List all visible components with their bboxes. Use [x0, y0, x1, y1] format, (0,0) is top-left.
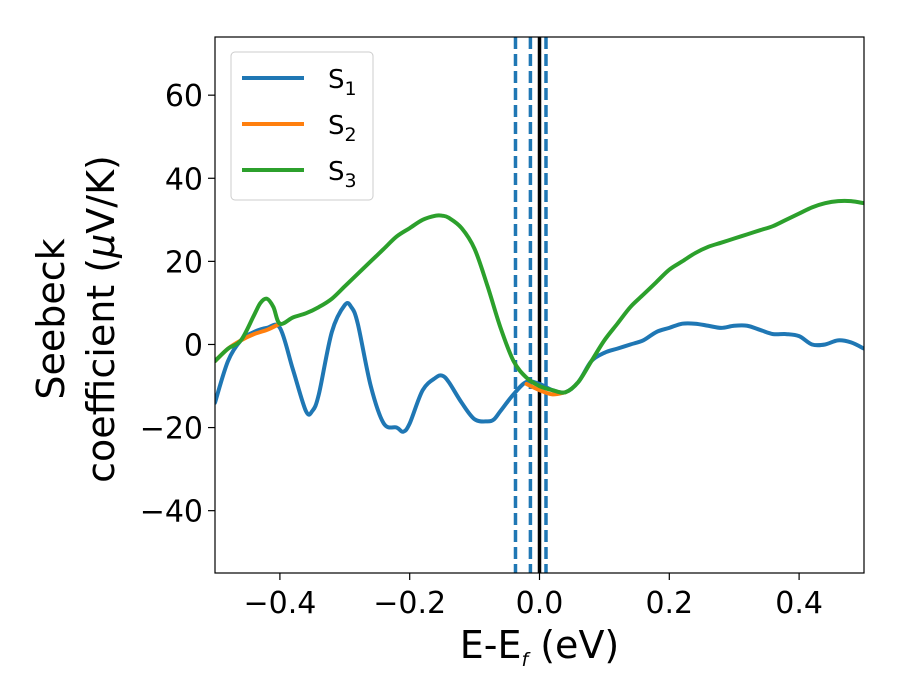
y-tick-label: −40: [140, 495, 203, 530]
x-tick-label: −0.2: [373, 586, 446, 621]
series-line-s1: [215, 301, 864, 434]
reference-lines: [513, 37, 548, 573]
x-tick-label: 0.0: [516, 586, 564, 621]
x-axis-ticks: −0.4 −0.2 0.0 0.2 0.4: [243, 573, 823, 621]
x-axis-label-sub: f: [521, 649, 531, 671]
y-axis-label-suffix: V/K): [79, 155, 123, 234]
y-axis-label-mu: μ: [79, 234, 123, 259]
x-axis-label-main: E-E: [460, 623, 522, 667]
x-tick-label: 0.4: [775, 586, 823, 621]
legend-item-s1: S1: [242, 65, 357, 100]
x-axis-label: E-Ef (eV): [460, 623, 620, 671]
legend-label: S1: [328, 65, 357, 100]
y-tick-label: 40: [165, 162, 203, 197]
legend: S1 S2 S3: [230, 51, 374, 201]
legend-label: S3: [328, 157, 357, 192]
x-tick-label: 0.2: [645, 586, 693, 621]
y-axis-label: Seebeck coefficient (μV/K): [29, 155, 123, 483]
y-tick-label: −20: [140, 412, 203, 447]
y-axis-label-line1: Seebeck: [29, 238, 73, 399]
legend-label: S2: [328, 111, 357, 146]
series-line-s3: [215, 198, 864, 395]
series-lines: [215, 198, 864, 434]
y-axis-label-line2: coefficient (μV/K): [79, 155, 123, 483]
legend-item-s2: S2: [242, 111, 357, 146]
y-tick-label: 0: [184, 328, 203, 363]
x-tick-label: −0.4: [243, 586, 316, 621]
x-axis-label-tail: (eV): [528, 623, 619, 667]
y-axis-ticks: −40 −20 0 20 40 60: [140, 79, 215, 530]
y-tick-label: 60: [165, 79, 203, 114]
legend-item-s3: S3: [242, 157, 357, 192]
y-tick-label: 20: [165, 245, 203, 280]
y-axis-label-prefix: coefficient (: [79, 258, 123, 483]
